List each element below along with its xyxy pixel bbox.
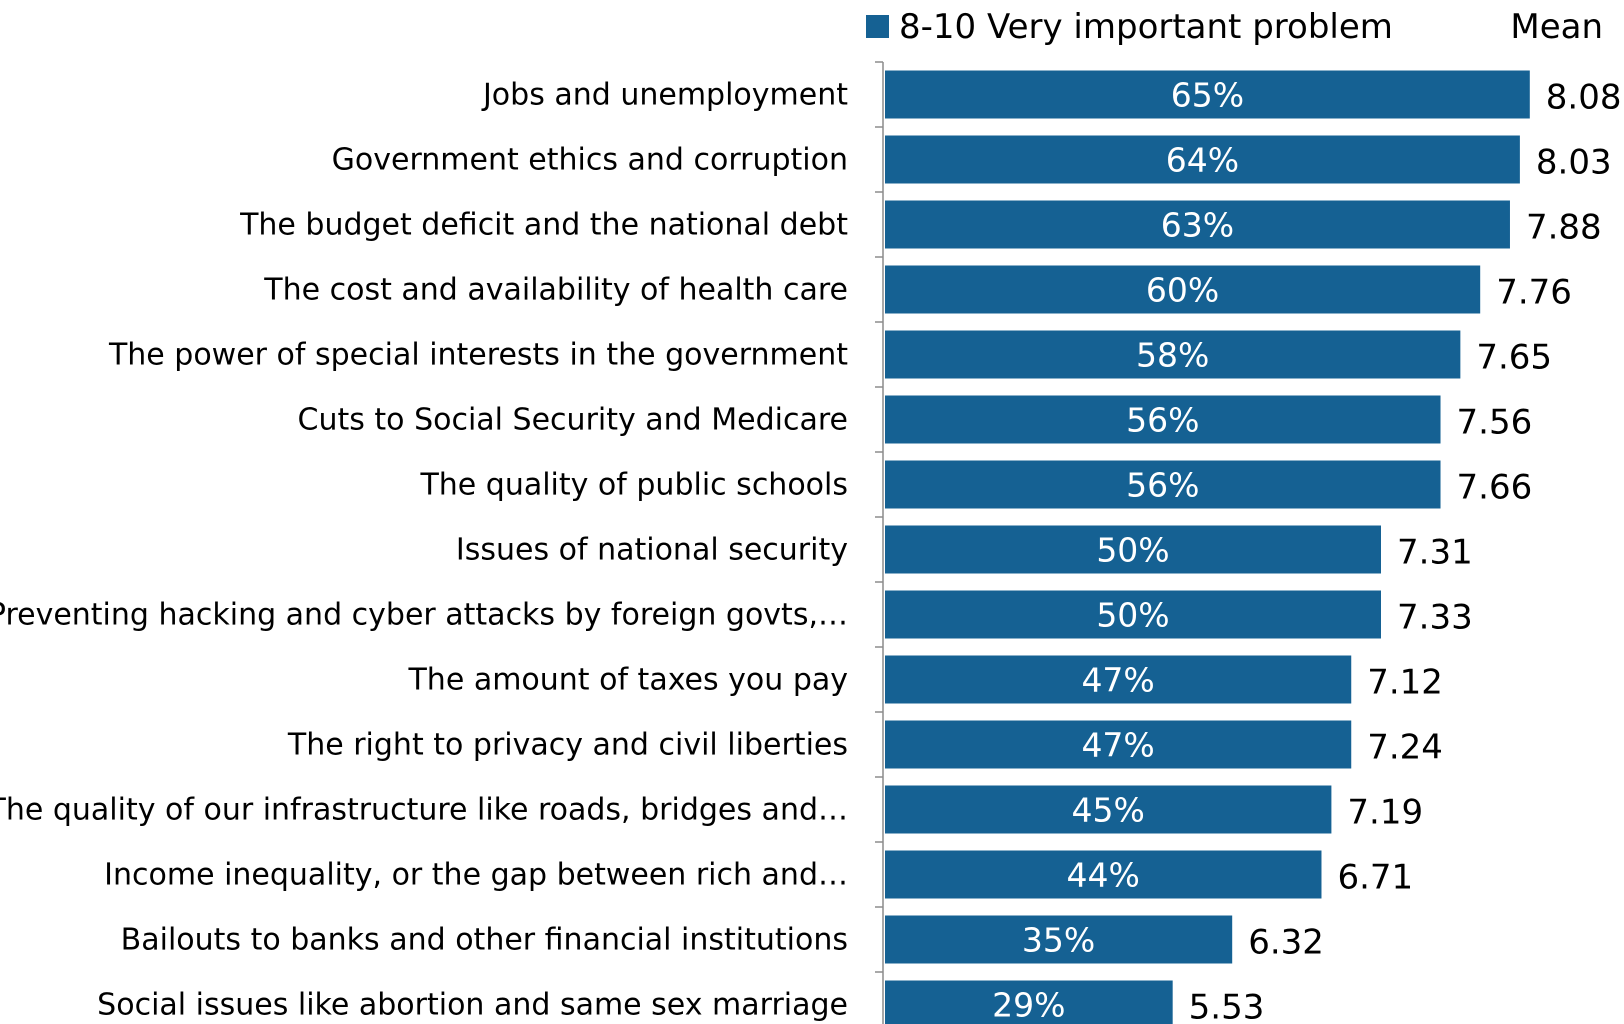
bar-value-label: 50% [1096, 596, 1169, 635]
bar-value-label: 65% [1171, 76, 1244, 115]
bar-value-label: 56% [1126, 401, 1199, 440]
category-label: Cuts to Social Security and Medicare [298, 403, 848, 438]
legend: 8-10 Very important problem Mean [866, 7, 1603, 47]
bar-value-label: 58% [1136, 336, 1209, 375]
category-label: The cost and availability of health care [263, 273, 848, 308]
bar-value-label: 45% [1072, 791, 1145, 830]
mean-value-label: 8.03 [1536, 143, 1612, 183]
mean-value-label: 6.71 [1337, 858, 1413, 898]
category-label: Issues of national security [456, 533, 848, 568]
mean-value-label: 7.66 [1457, 468, 1533, 508]
category-label: Preventing hacking and cyber attacks by … [0, 598, 848, 633]
legend-swatch [866, 15, 889, 38]
legend-label: 8-10 Very important problem [899, 7, 1393, 47]
bar-value-label: 47% [1081, 661, 1154, 700]
mean-value-label: 7.65 [1476, 338, 1552, 378]
category-axis [875, 62, 883, 1024]
category-label: The budget deficit and the national debt [239, 208, 848, 243]
mean-value-label: 6.32 [1248, 923, 1324, 963]
category-label: The right to privacy and civil liberties [287, 728, 848, 763]
mean-value-label: 7.76 [1496, 273, 1572, 313]
category-label: Jobs and unemployment [481, 78, 848, 113]
category-label: The power of special interests in the go… [108, 338, 848, 373]
mean-header: Mean [1510, 7, 1603, 47]
bar-value-label: 63% [1161, 206, 1234, 245]
mean-value-label: 8.08 [1546, 78, 1622, 118]
mean-value-label: 7.33 [1397, 598, 1473, 638]
bar-value-label: 44% [1067, 856, 1140, 895]
bar-value-label: 29% [992, 986, 1065, 1024]
category-label: The quality of public schools [419, 468, 848, 503]
bar-value-label: 60% [1146, 271, 1219, 310]
bar-value-label: 64% [1166, 141, 1239, 180]
mean-value-label: 7.12 [1367, 663, 1443, 703]
bar-value-label: 47% [1081, 726, 1154, 765]
mean-value-label: 7.56 [1457, 403, 1533, 443]
category-label: Government ethics and corruption [332, 143, 848, 178]
mean-value-label: 5.53 [1189, 988, 1265, 1024]
category-label: Social issues like abortion and same sex… [97, 988, 848, 1023]
category-label: Bailouts to banks and other financial in… [121, 923, 848, 958]
category-label: The quality of our infrastructure like r… [0, 793, 848, 828]
mean-value-label: 7.88 [1526, 208, 1602, 248]
bars: Jobs and unemployment 65% 8.08 Government e… [0, 71, 1622, 1024]
category-label: The amount of taxes you pay [407, 663, 848, 698]
mean-value-label: 7.24 [1367, 728, 1443, 768]
bar-value-label: 50% [1096, 531, 1169, 570]
mean-value-label: 7.19 [1347, 793, 1423, 833]
mean-value-label: 7.31 [1397, 533, 1473, 573]
bar-value-label: 56% [1126, 466, 1199, 505]
bar-value-label: 35% [1022, 921, 1095, 960]
category-label: Income inequality, or the gap between ri… [104, 858, 848, 893]
